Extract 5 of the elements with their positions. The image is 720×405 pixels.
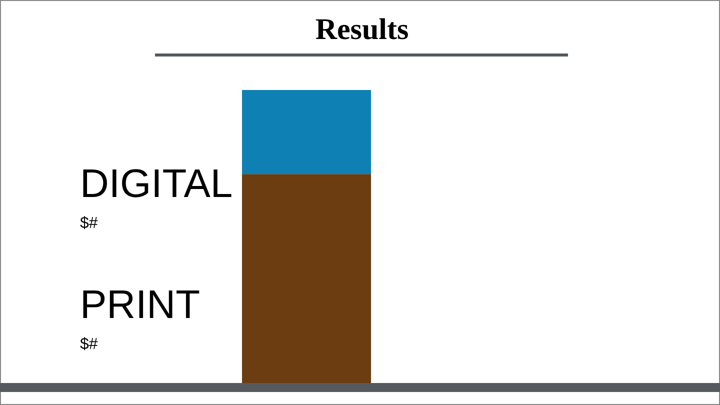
text: $# (80, 215, 98, 232)
series-label: PRINT (80, 283, 200, 327)
chart-title: Results (315, 13, 409, 46)
text: $# (80, 336, 98, 353)
series-label: DIGITAL (80, 162, 233, 206)
